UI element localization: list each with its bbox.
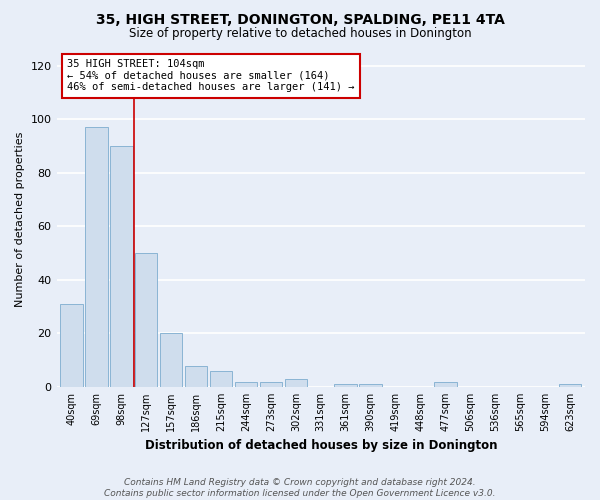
Bar [110, 146, 133, 387]
Bar [359, 384, 382, 387]
Text: 35 HIGH STREET: 104sqm
← 54% of detached houses are smaller (164)
46% of semi-de: 35 HIGH STREET: 104sqm ← 54% of detached… [67, 59, 355, 92]
Bar [210, 371, 232, 387]
Text: Contains HM Land Registry data © Crown copyright and database right 2024.
Contai: Contains HM Land Registry data © Crown c… [104, 478, 496, 498]
Text: Size of property relative to detached houses in Donington: Size of property relative to detached ho… [128, 28, 472, 40]
Text: 35, HIGH STREET, DONINGTON, SPALDING, PE11 4TA: 35, HIGH STREET, DONINGTON, SPALDING, PE… [95, 12, 505, 26]
Bar [284, 379, 307, 387]
Bar [85, 128, 107, 387]
Bar [135, 253, 157, 387]
Bar [434, 382, 457, 387]
Bar [334, 384, 357, 387]
Bar [185, 366, 208, 387]
Bar [260, 382, 282, 387]
X-axis label: Distribution of detached houses by size in Donington: Distribution of detached houses by size … [145, 440, 497, 452]
Bar [160, 334, 182, 387]
Bar [559, 384, 581, 387]
Y-axis label: Number of detached properties: Number of detached properties [15, 132, 25, 308]
Bar [60, 304, 83, 387]
Bar [235, 382, 257, 387]
